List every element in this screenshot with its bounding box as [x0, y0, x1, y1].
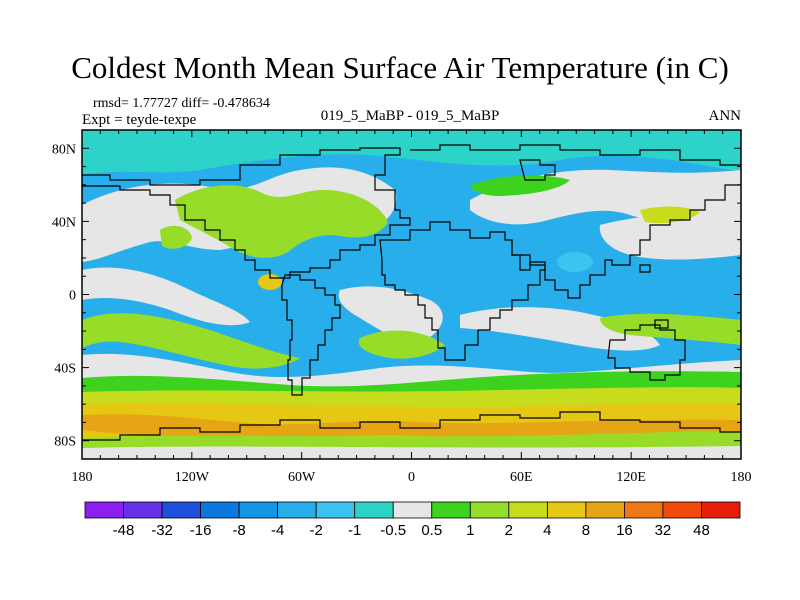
colorbar-box [123, 501, 163, 519]
colorbar-label: 1 [466, 522, 474, 539]
y-tick-label: 0 [69, 289, 76, 304]
y-tick-label: 80S [54, 435, 76, 450]
y-tick-label: 40N [52, 215, 76, 230]
colorbar-box [508, 501, 548, 519]
colorbar-label: 16 [616, 522, 633, 539]
chart-title: Coldest Month Mean Surface Air Temperatu… [71, 50, 729, 85]
colorbar-label: -4 [271, 522, 284, 539]
south-america-outline [281, 274, 341, 396]
y-tick-label: 80N [52, 142, 76, 157]
field-grey-atlantic [338, 286, 443, 341]
colorbar-label: -8 [232, 522, 245, 539]
japan-outline [639, 264, 651, 273]
colorbar-label: 4 [543, 522, 551, 539]
colorbar-box [277, 501, 317, 519]
x-tick-label: 180 [72, 470, 93, 485]
colorbar-label: -32 [151, 522, 173, 539]
x-tick-label: 180 [731, 470, 752, 485]
colorbar-label: -16 [190, 522, 212, 539]
colorbar-box [546, 501, 587, 519]
colorbar-label: -2 [310, 522, 323, 539]
antarctica-outline [82, 411, 741, 441]
colorbar-label: 8 [582, 522, 590, 539]
colorbar-box [585, 501, 625, 519]
north-america-outline [82, 147, 411, 279]
africa-outline [379, 221, 546, 361]
field-green-south-atlantic [358, 330, 445, 359]
field-green-west-pacific [600, 313, 741, 345]
colorbar-label: 2 [505, 522, 513, 539]
colorbar-label: 0.5 [421, 522, 442, 539]
colorbar-box [469, 501, 510, 519]
eurasia-outline [410, 144, 741, 299]
colorbar-label: -48 [113, 522, 135, 539]
colorbar-label: -1 [348, 522, 361, 539]
colorbar-box [238, 501, 279, 519]
field-arctic-cyan [82, 130, 741, 175]
colorbar-box [84, 501, 124, 519]
x-tick-label: 120E [616, 470, 646, 485]
rmsd-diff-stats: rmsd= 1.77727 diff= -0.478634 [93, 96, 270, 111]
field-grey-east-asia [599, 211, 741, 260]
field-grey-tropical-pacific [82, 267, 250, 326]
colorbar-box [431, 501, 471, 519]
field-green-pacific-blob [160, 225, 192, 249]
arctic-island-outline [519, 159, 556, 181]
colorbar-box [200, 501, 240, 519]
colorbar-box [392, 501, 433, 519]
comparison-label: 019_5_MaBP - 019_5_MaBP [320, 108, 500, 124]
colorbar-box [315, 501, 356, 519]
australia-outline [607, 324, 686, 381]
field-orange-antarctic-core [82, 414, 741, 438]
y-tick-label: 40S [54, 362, 76, 377]
x-tick-label: 60E [510, 470, 533, 485]
new-guinea-outline [654, 319, 669, 329]
colorbar-box [354, 501, 394, 519]
colorbar-box [161, 501, 201, 519]
field-yellow-east-asia [640, 206, 700, 224]
colorbar-box [662, 501, 702, 519]
colorbar-box [701, 501, 741, 519]
colorbar-label: 32 [655, 522, 672, 539]
experiment-label: Expt = teyde-texpe [82, 112, 197, 128]
season-label: ANN [708, 108, 742, 124]
field-lightblue-himalaya [557, 252, 593, 272]
colorbar-label: 48 [693, 522, 710, 539]
colorbar-label: -0.5 [380, 522, 406, 539]
colorbar-box [624, 501, 664, 519]
coastlines [82, 144, 741, 441]
x-tick-label: 120W [175, 470, 210, 485]
x-tick-label: 0 [408, 470, 415, 485]
field-green-south-pacific [82, 313, 300, 369]
x-tick-label: 60W [288, 470, 316, 485]
map-axis-ticks: 180 120W 60W 0 60E 120E 180 80N 40N 0 40S 80S [52, 129, 752, 485]
colorbar: -48 -32 -16 -8 -4 -2 -1 -0.5 0.5 1 2 4 8 16 32 48 [84, 501, 741, 539]
